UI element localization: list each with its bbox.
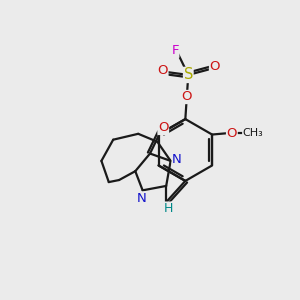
Text: O: O [182,91,192,103]
Text: O: O [158,122,169,134]
Text: S: S [184,68,193,82]
Text: O: O [158,64,168,77]
Text: CH₃: CH₃ [243,128,263,138]
Text: H: H [164,202,173,215]
Text: O: O [226,127,237,140]
Text: F: F [171,44,179,57]
Text: O: O [209,60,220,73]
Text: N: N [172,153,182,166]
Text: N: N [136,192,146,205]
